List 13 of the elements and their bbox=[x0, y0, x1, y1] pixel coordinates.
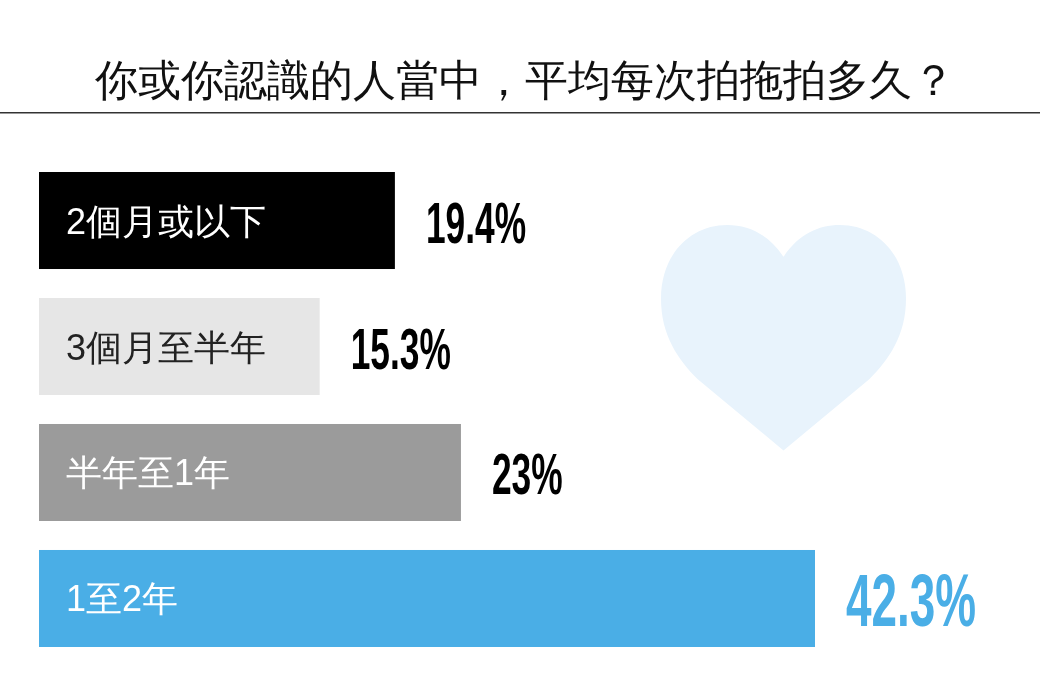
y-tick-label: 3個月至半年 bbox=[66, 326, 267, 368]
data-label: 23% bbox=[491, 442, 563, 507]
bar bbox=[39, 172, 395, 270]
bar bbox=[39, 423, 461, 521]
y-tick-label: 半年至1年 bbox=[66, 452, 231, 494]
bar bbox=[39, 549, 815, 647]
y-tick-label: 1至2年 bbox=[66, 578, 179, 620]
chart-title: 你或你認識的人當中，平均每次拍拖拍多久？ bbox=[94, 56, 955, 104]
data-label: 15.3% bbox=[350, 316, 451, 381]
data-label: 42.3% bbox=[846, 559, 977, 643]
y-tick-label: 2個月或以下 bbox=[66, 200, 267, 242]
data-label: 19.4% bbox=[425, 190, 527, 255]
bar bbox=[39, 298, 320, 396]
